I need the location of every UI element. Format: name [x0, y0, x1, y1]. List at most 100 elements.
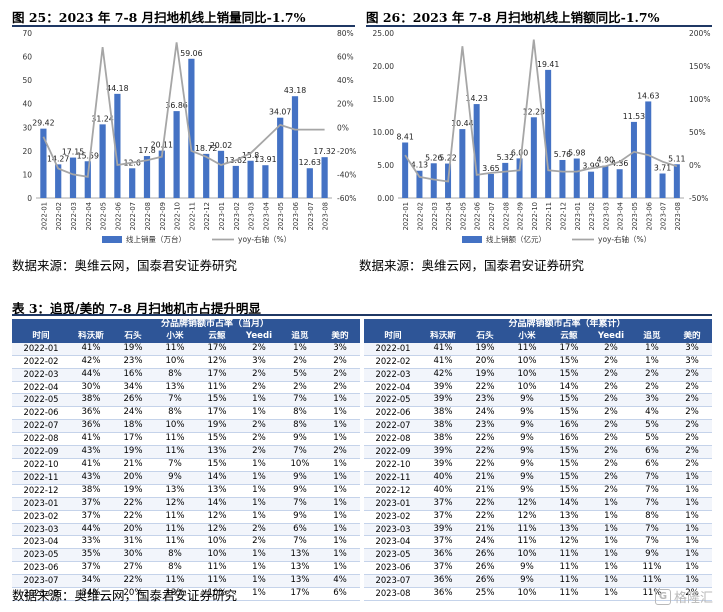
- share-cell: 8%: [168, 562, 182, 573]
- share-cell: 2%: [252, 536, 266, 547]
- share-cell: 1%: [252, 407, 266, 418]
- bar-data-label: 5.22: [439, 154, 456, 163]
- share-cell: 2%: [590, 342, 632, 356]
- x-axis-tick-label: 2023-03: [602, 202, 610, 230]
- share-cell: 35%: [70, 548, 112, 562]
- x-axis-tick-label: 2022-11: [545, 202, 553, 230]
- bar-data-label: 4.90: [597, 156, 614, 165]
- x-axis-tick-label: 2022-08: [502, 202, 510, 230]
- share-cell: 1%: [320, 471, 361, 485]
- share-cell: 15%: [548, 445, 590, 459]
- figure-25-title: 图 25：2023 年 7-8 月扫地机线上销量同比-1.7%: [12, 10, 306, 25]
- share-cell: 19%: [112, 342, 154, 356]
- share-cell: 41%: [433, 355, 453, 366]
- bar-data-label: 11.53: [623, 112, 645, 121]
- online-revenue-chart: 0.00 5.00 10.00 15.00 20.00 25.00 -50% 0% 50% 100…: [373, 29, 711, 244]
- share-cell: 1%: [252, 562, 266, 573]
- share-cell: 30%: [112, 548, 154, 562]
- share-cell: 1%: [685, 484, 699, 495]
- x-axis-tick-label: 2022-08: [144, 202, 152, 230]
- share-cell: 10%: [154, 419, 196, 433]
- table-row: 2023-02 37% 22% 11% 12% 1% 9% 1%: [12, 510, 361, 523]
- share-cell: 10%: [517, 381, 537, 392]
- share-cell: 11%: [548, 548, 590, 562]
- share-cell: 15%: [207, 458, 227, 469]
- bar-data-label: 43.18: [284, 86, 306, 95]
- bar: [129, 168, 136, 198]
- bar: [188, 58, 195, 199]
- share-cell: 1%: [632, 342, 672, 356]
- monthly-col-header: 追觅: [280, 330, 320, 343]
- share-cell: 12%: [196, 523, 238, 536]
- right-axis-tick-label: 0%: [689, 161, 701, 170]
- share-cell: 7%: [632, 523, 672, 536]
- share-cell: 9%: [293, 484, 307, 495]
- row-date: 2023-07: [12, 574, 70, 588]
- share-cell: 9%: [506, 471, 548, 485]
- share-cell: 11%: [165, 536, 185, 547]
- monthly-col-header: 石头: [112, 330, 154, 343]
- share-cell: 11%: [559, 588, 579, 599]
- share-cell: 9%: [293, 433, 307, 444]
- online-volume-chart: 0 10 20 30 40 50 60 70 -60% -40% -20% 0% 20% 40% 60% 80…: [22, 29, 356, 244]
- share-cell: 1%: [320, 497, 361, 511]
- share-cell: 9%: [520, 484, 534, 495]
- bar-data-label: 12.23: [523, 107, 545, 116]
- bar: [84, 161, 91, 198]
- share-cell: 17%: [207, 407, 227, 418]
- share-cell: 8%: [154, 368, 196, 382]
- share-cell: 10%: [196, 548, 238, 562]
- share-cell: 1%: [238, 497, 280, 511]
- share-cell: 9%: [280, 471, 320, 485]
- share-cell: 2%: [293, 355, 307, 366]
- bar: [502, 162, 509, 198]
- share-cell: 7%: [168, 458, 182, 469]
- share-cell: 1%: [590, 497, 632, 511]
- x-axis-tick-label: 2022-11: [188, 202, 196, 230]
- share-cell: 25%: [475, 588, 495, 599]
- legend-bar-swatch: [102, 236, 122, 243]
- share-cell: 6%: [333, 588, 347, 599]
- share-cell: 15%: [559, 407, 579, 418]
- table-row: 2022-06 38% 24% 9% 15% 2% 4% 2%: [364, 407, 713, 420]
- row-date: 2022-09: [12, 445, 70, 459]
- x-axis-tick-label: 2022-03: [70, 202, 78, 230]
- x-axis-tick-label: 2023-07: [307, 202, 315, 230]
- share-cell: 38%: [70, 393, 112, 407]
- share-cell: 1%: [333, 536, 347, 547]
- share-cell: 7%: [632, 471, 672, 485]
- share-cell: 1%: [333, 510, 347, 521]
- bar-data-label: 34.07: [269, 108, 291, 117]
- table-row: 2022-07 38% 23% 9% 16% 2% 5% 2%: [364, 419, 713, 433]
- share-cell: 11%: [165, 510, 185, 521]
- share-cell: 6%: [645, 458, 659, 469]
- x-axis-tick-label: 2022-05: [100, 202, 108, 230]
- share-cell: 7%: [154, 393, 196, 407]
- share-cell: 23%: [464, 419, 506, 433]
- bar: [306, 168, 313, 198]
- share-cell: 1%: [333, 458, 347, 469]
- share-cell: 42%: [422, 368, 464, 382]
- table-row: 2022-11 40% 21% 9% 15% 2% 7% 1%: [364, 471, 713, 485]
- bar: [588, 171, 595, 198]
- share-cell: 38%: [422, 419, 464, 433]
- share-cell: 37%: [433, 510, 453, 521]
- share-cell: 37%: [433, 562, 453, 573]
- bar: [158, 150, 165, 198]
- share-cell: 1%: [252, 458, 266, 469]
- table-row: 2023-03 44% 20% 11% 12% 2% 6% 1%: [12, 523, 361, 536]
- share-cell: 4%: [645, 407, 659, 418]
- share-cell: 34%: [123, 381, 143, 392]
- ytd-col-header: 科沃斯: [422, 330, 464, 343]
- figure-25-rule: [12, 25, 355, 27]
- share-cell: 1%: [320, 548, 361, 562]
- share-cell: 2%: [238, 342, 280, 356]
- share-cell: 11%: [559, 562, 579, 573]
- share-cell: 26%: [112, 393, 154, 407]
- share-cell: 24%: [475, 407, 495, 418]
- share-cell: 2%: [672, 445, 713, 459]
- share-cell: 7%: [645, 484, 659, 495]
- share-cell: 13%: [165, 381, 185, 392]
- row-date: 2022-10: [375, 458, 411, 469]
- table-3-source: 数据来源：奥维云网，国泰君安证券研究: [12, 588, 238, 603]
